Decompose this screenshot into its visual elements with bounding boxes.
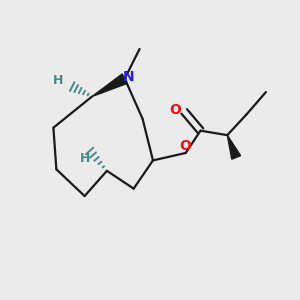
Text: O: O [169, 103, 181, 117]
Polygon shape [92, 74, 127, 97]
Text: N: N [123, 70, 134, 84]
Polygon shape [227, 135, 241, 159]
Text: O: O [180, 139, 192, 152]
Text: H: H [80, 152, 90, 165]
Text: H: H [53, 74, 63, 87]
